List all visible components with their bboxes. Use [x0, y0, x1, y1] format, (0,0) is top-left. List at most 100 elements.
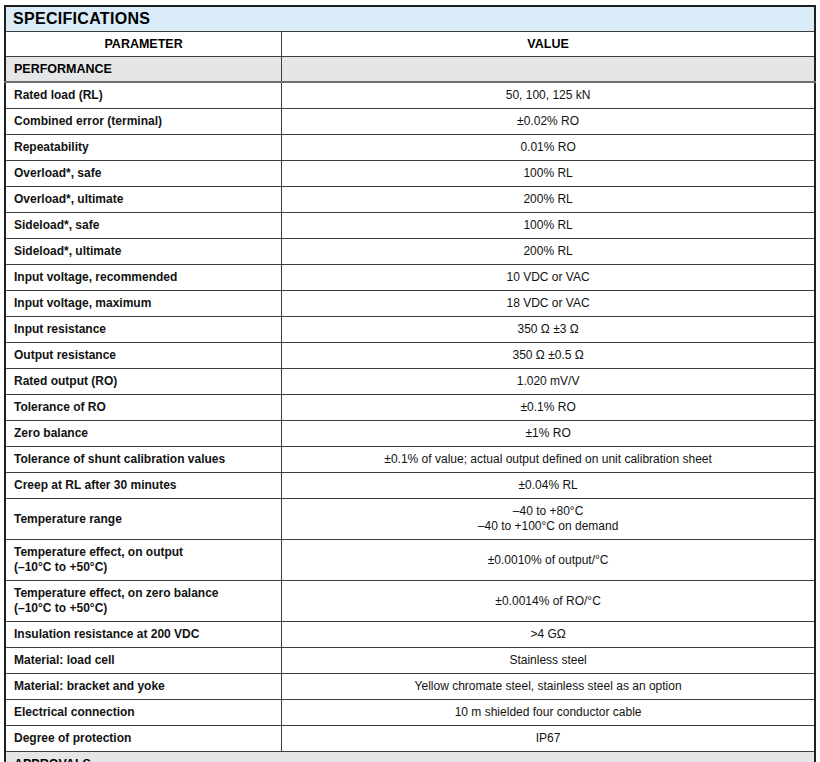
value-cell: –40 to +80°C–40 to +100°C on demand [282, 499, 815, 540]
value-text: 0.01% RO [290, 140, 806, 155]
parameter-cell: Output resistance [5, 343, 282, 369]
parameter-cell: Input voltage, maximum [5, 291, 282, 317]
spec-sheet-page: SPECIFICATIONS PARAMETER VALUE PERFORMAN… [0, 0, 820, 762]
value-text: ±0.0014% of RO/°C [290, 594, 806, 609]
table-row: Combined error (terminal) ±0.02% RO [5, 109, 815, 135]
value-text: Yellow chromate steel, stainless steel a… [290, 679, 806, 694]
parameter-cell: Input voltage, recommended [5, 265, 282, 291]
value-text: –40 to +80°C [290, 504, 806, 519]
column-header-value: VALUE [282, 32, 815, 57]
parameter-cell: Temperature effect, on output(–10°C to +… [5, 540, 282, 581]
parameter-text: Overload*, ultimate [14, 192, 273, 207]
parameter-text: Sideload*, ultimate [14, 244, 273, 259]
table-row: Electrical connection10 m shielded four … [5, 700, 815, 726]
table-row: Repeatability0.01% RO [5, 135, 815, 161]
parameter-cell: Temperature range [5, 499, 282, 540]
value-text: 10 VDC or VAC [290, 270, 806, 285]
specifications-table: SPECIFICATIONS PARAMETER VALUE PERFORMAN… [4, 5, 816, 762]
parameter-cell: Tolerance of shunt calibration values [5, 447, 282, 473]
parameter-text: Input voltage, maximum [14, 296, 273, 311]
parameter-cell: Insulation resistance at 200 VDC [5, 622, 282, 648]
table-row: Temperature effect, on output(–10°C to +… [5, 540, 815, 581]
value-cell: 350 Ω ±3 Ω [282, 317, 815, 343]
value-text: Stainless steel [290, 653, 806, 668]
parameter-cell: Sideload*, ultimate [5, 239, 282, 265]
value-text: IP67 [290, 731, 806, 746]
table-row: Degree of protection IP67 [5, 726, 815, 752]
value-text: ±1% RO [290, 426, 806, 441]
value-cell: >4 GΩ [282, 622, 815, 648]
table-row: Zero balance ±1% RO [5, 421, 815, 447]
parameter-text: Combined error (terminal) [14, 114, 273, 129]
section-label: PERFORMANCE [5, 57, 282, 83]
parameter-text: Temperature range [14, 512, 273, 527]
table-row: Output resistance 350 Ω ±0.5 Ω [5, 343, 815, 369]
table-title: SPECIFICATIONS [5, 6, 815, 32]
parameter-cell: Temperature effect, on zero balance(–10°… [5, 581, 282, 622]
section-spacer [282, 57, 815, 83]
value-text: ±0.02% RO [290, 114, 806, 129]
parameter-text: Material: bracket and yoke [14, 679, 273, 694]
value-text-line2: –40 to +100°C on demand [290, 519, 806, 534]
value-text: 50, 100, 125 kN [290, 88, 806, 103]
value-cell: ±0.0014% of RO/°C [282, 581, 815, 622]
table-row: Overload*, safe 100% RL [5, 161, 815, 187]
parameter-text-line2: (–10°C to +50°C) [14, 560, 273, 575]
value-text: 200% RL [290, 244, 806, 259]
parameter-text: Overload*, safe [14, 166, 273, 181]
table-row: Temperature range –40 to +80°C–40 to +100… [5, 499, 815, 540]
table-row: Creep at RL after 30 minutes ±0.04% RL [5, 473, 815, 499]
table-row: Insulation resistance at 200 VDC >4 GΩ [5, 622, 815, 648]
section-label: APPROVALS [5, 752, 815, 762]
table-title-row: SPECIFICATIONS [5, 6, 815, 32]
parameter-cell: Input resistance [5, 317, 282, 343]
parameter-cell: Overload*, ultimate [5, 187, 282, 213]
parameter-cell: Combined error (terminal) [5, 109, 282, 135]
value-cell: ±0.0010% of output/°C [282, 540, 815, 581]
value-cell: ±0.1% RO [282, 395, 815, 421]
parameter-text: Input resistance [14, 322, 273, 337]
value-cell: 100% RL [282, 161, 815, 187]
value-cell: IP67 [282, 726, 815, 752]
parameter-text: Rated output (RO) [14, 374, 273, 389]
parameter-cell: Degree of protection [5, 726, 282, 752]
value-cell: ±1% RO [282, 421, 815, 447]
parameter-cell: Electrical connection [5, 700, 282, 726]
column-header-parameter: PARAMETER [5, 32, 282, 57]
parameter-cell: Sideload*, safe [5, 213, 282, 239]
value-text: ±0.0010% of output/°C [290, 553, 806, 568]
parameter-text-line2: (–10°C to +50°C) [14, 601, 273, 616]
value-cell: 18 VDC or VAC [282, 291, 815, 317]
parameter-text: Input voltage, recommended [14, 270, 273, 285]
parameter-text: Material: load cell [14, 653, 273, 668]
value-cell: 10 VDC or VAC [282, 265, 815, 291]
value-cell: ±0.04% RL [282, 473, 815, 499]
parameter-cell: Overload*, safe [5, 161, 282, 187]
value-cell: 350 Ω ±0.5 Ω [282, 343, 815, 369]
value-text: 100% RL [290, 166, 806, 181]
parameter-text: Insulation resistance at 200 VDC [14, 627, 273, 642]
table-row: Material: load cell Stainless steel [5, 648, 815, 674]
value-text: 100% RL [290, 218, 806, 233]
value-cell: 1.020 mV/V [282, 369, 815, 395]
value-text: 18 VDC or VAC [290, 296, 806, 311]
table-row: Input voltage, recommended 10 VDC or VAC [5, 265, 815, 291]
value-text: ±0.04% RL [290, 478, 806, 493]
value-cell: 200% RL [282, 239, 815, 265]
value-cell: 0.01% RO [282, 135, 815, 161]
column-header-row: PARAMETER VALUE [5, 32, 815, 57]
value-cell: 100% RL [282, 213, 815, 239]
table-row: Overload*, ultimate200% RL [5, 187, 815, 213]
value-cell: ±0.02% RO [282, 109, 815, 135]
table-row: Material: bracket and yoke Yellow chromat… [5, 674, 815, 700]
section-header-row: PERFORMANCE [5, 57, 815, 83]
table-row: Rated load (RL)50, 100, 125 kN [5, 82, 815, 109]
parameter-text: Output resistance [14, 348, 273, 363]
parameter-cell: Rated output (RO) [5, 369, 282, 395]
parameter-cell: Creep at RL after 30 minutes [5, 473, 282, 499]
parameter-cell: Material: bracket and yoke [5, 674, 282, 700]
parameter-text: Temperature effect, on output [14, 545, 273, 560]
parameter-text: Sideload*, safe [14, 218, 273, 233]
value-text: >4 GΩ [290, 627, 806, 642]
parameter-cell: Zero balance [5, 421, 282, 447]
